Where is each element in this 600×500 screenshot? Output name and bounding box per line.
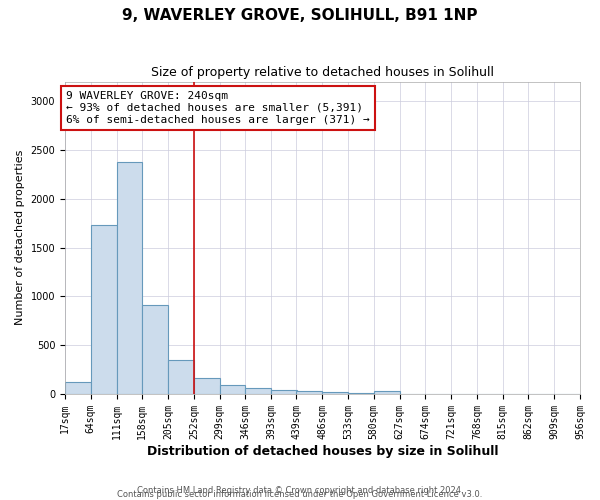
Bar [348, 393, 374, 394]
Bar [296, 391, 322, 394]
Bar [245, 388, 271, 394]
Bar [116, 162, 142, 394]
Text: 9, WAVERLEY GROVE, SOLIHULL, B91 1NP: 9, WAVERLEY GROVE, SOLIHULL, B91 1NP [122, 8, 478, 22]
Bar [220, 384, 245, 394]
Text: Contains public sector information licensed under the Open Government Licence v3: Contains public sector information licen… [118, 490, 482, 499]
Bar [194, 378, 220, 394]
Bar [168, 360, 194, 394]
Bar [65, 382, 91, 394]
X-axis label: Distribution of detached houses by size in Solihull: Distribution of detached houses by size … [147, 444, 498, 458]
Bar [271, 390, 297, 394]
Text: Contains HM Land Registry data © Crown copyright and database right 2024.: Contains HM Land Registry data © Crown c… [137, 486, 463, 495]
Title: Size of property relative to detached houses in Solihull: Size of property relative to detached ho… [151, 66, 494, 79]
Bar [91, 225, 116, 394]
Y-axis label: Number of detached properties: Number of detached properties [15, 150, 25, 326]
Text: 9 WAVERLEY GROVE: 240sqm
← 93% of detached houses are smaller (5,391)
6% of semi: 9 WAVERLEY GROVE: 240sqm ← 93% of detach… [66, 92, 370, 124]
Bar [142, 305, 168, 394]
Bar [374, 391, 400, 394]
Bar [322, 392, 348, 394]
